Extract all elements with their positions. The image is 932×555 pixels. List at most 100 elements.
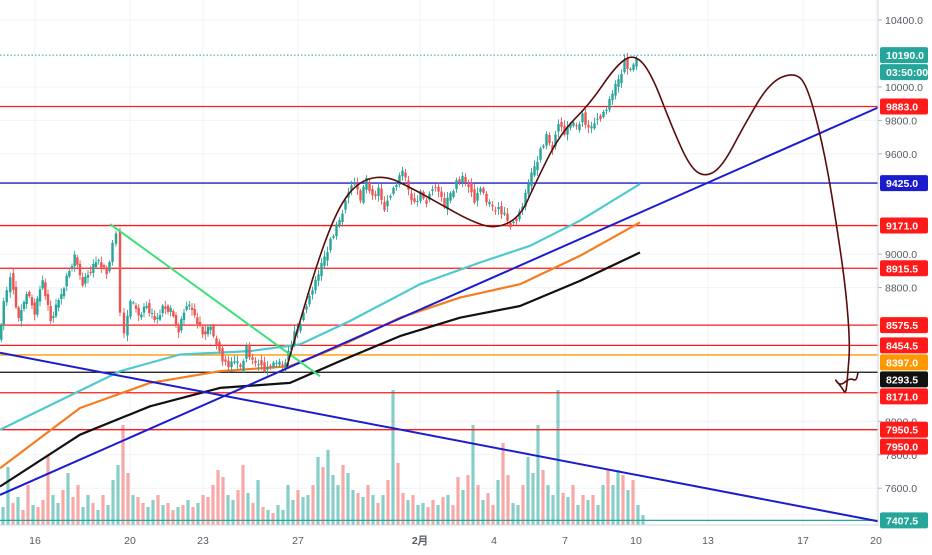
- volume-bar: [436, 505, 440, 525]
- time-tick-label: 4: [491, 535, 497, 547]
- candle-body: [281, 364, 284, 366]
- candle-body: [14, 286, 18, 308]
- candle-body: [46, 294, 50, 306]
- price-label-box: [880, 64, 928, 81]
- volume-bar: [186, 500, 190, 525]
- volume-bar: [256, 480, 260, 525]
- candle-body: [368, 181, 371, 192]
- volume-bar: [371, 495, 375, 525]
- volume-bar: [131, 495, 135, 525]
- candle-body: [161, 305, 164, 314]
- candle-body: [527, 183, 530, 194]
- candle-body: [560, 122, 563, 127]
- volume-bar: [406, 500, 410, 525]
- candle-body: [332, 236, 335, 238]
- candle-body: [470, 182, 473, 193]
- grid: [0, 0, 878, 525]
- candle-body: [461, 175, 464, 183]
- candle-body: [166, 305, 170, 312]
- candle-body: [410, 193, 413, 201]
- volume-bar: [381, 495, 385, 525]
- volume-bar: [86, 495, 90, 525]
- candle-body: [5, 290, 8, 303]
- volume-bar: [1, 507, 5, 525]
- candle-body: [320, 262, 323, 277]
- candle-body: [260, 360, 263, 366]
- volume-bar: [136, 497, 140, 525]
- candle-body: [137, 307, 140, 316]
- candle-body: [428, 193, 431, 200]
- candle-body: [365, 177, 368, 190]
- volume-bar: [271, 513, 275, 525]
- volume-bar: [251, 503, 255, 525]
- volume-bar: [106, 505, 110, 525]
- candle-body: [239, 364, 242, 367]
- price-label-text: 9425.0: [886, 178, 918, 190]
- volume-bar: [101, 495, 105, 525]
- candle-body: [530, 172, 533, 186]
- volume-bar: [451, 505, 455, 525]
- candle-body: [278, 361, 281, 365]
- volume-bar: [161, 505, 165, 525]
- candle-body: [401, 170, 404, 177]
- price-label-box: [880, 421, 928, 438]
- price-label-text: 7407.5: [886, 515, 918, 527]
- volume-bar: [516, 505, 520, 525]
- candle-body: [614, 83, 617, 96]
- volume-bar: [66, 473, 70, 525]
- candle-body: [158, 315, 162, 320]
- candle-body: [105, 268, 108, 275]
- volume-bar: [346, 473, 350, 525]
- candle-body: [356, 183, 359, 190]
- volume-bar: [586, 500, 590, 525]
- price-label: 8915.5: [880, 260, 928, 277]
- candle-body: [395, 184, 398, 187]
- price-label-text: 10190.0: [886, 50, 924, 62]
- volume-bar: [316, 457, 320, 525]
- candle-body: [215, 338, 218, 346]
- candle-body: [455, 180, 458, 190]
- time-tick-label: 10: [630, 535, 642, 547]
- volume-bar: [416, 505, 420, 525]
- candle-body: [404, 172, 407, 178]
- price-label-box: [880, 337, 928, 354]
- volume-bar: [156, 495, 160, 525]
- time-axis-background: [0, 525, 878, 550]
- volume-bar: [361, 497, 365, 525]
- price-tick-label: 9800.0: [885, 115, 917, 127]
- volume-bar: [181, 505, 185, 525]
- price-label: 7407.5: [880, 512, 928, 529]
- price-label-box: [880, 47, 928, 64]
- candle-body: [212, 325, 215, 337]
- candle-body: [156, 317, 159, 320]
- volume-bar: [201, 495, 205, 525]
- price-label-text: 7950.0: [886, 442, 918, 454]
- volume-bar: [631, 480, 635, 525]
- candle-body: [44, 282, 47, 297]
- price-tick-label: 7600.0: [885, 483, 917, 495]
- candle-body: [81, 277, 84, 286]
- candle-body: [503, 212, 506, 215]
- candle-body: [97, 260, 100, 262]
- candle-body: [221, 348, 224, 362]
- candle-body: [54, 304, 58, 317]
- price-label: 9171.0: [880, 217, 928, 234]
- candle-body: [185, 306, 188, 310]
- candle-body: [380, 188, 383, 200]
- volume-bar: [21, 510, 25, 525]
- volume-bar: [6, 467, 10, 525]
- candle-body: [114, 233, 118, 244]
- candle-body: [177, 326, 180, 333]
- candle-body: [126, 315, 129, 336]
- volume-bar: [241, 465, 245, 525]
- price-label: 8293.5: [880, 371, 928, 388]
- candle-body: [536, 161, 539, 171]
- price-tick-label: 9000.0: [885, 249, 917, 261]
- volume-bar: [336, 485, 340, 525]
- candle-body: [182, 312, 186, 321]
- time-tick-label: 27: [292, 535, 304, 547]
- candle-body: [629, 68, 632, 70]
- volume-bar: [566, 497, 570, 525]
